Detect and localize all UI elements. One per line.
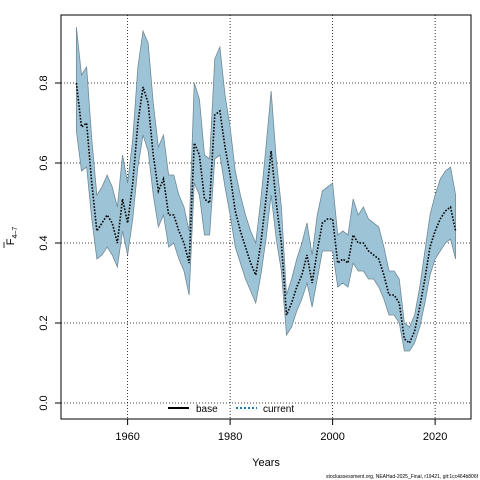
x-tick-label-3: 2020: [423, 431, 447, 443]
y-tick-label-1: 0.2: [38, 315, 50, 330]
y-axis-title-sub: 4–7: [12, 227, 19, 239]
y-axis-title: F4–7: [3, 227, 19, 248]
svg-text:F4–7: F4–7: [5, 227, 19, 246]
series-line-current: [75, 82, 457, 345]
y-tick-label-3: 0.6: [38, 155, 50, 170]
legend-label-current: current: [263, 404, 294, 415]
y-tick-label-0: 0.0: [38, 395, 50, 410]
confidence-band-area: [75, 26, 457, 352]
plot-frame: [60, 14, 472, 420]
y-axis-title-main: F: [5, 238, 17, 245]
x-tick-label-1: 1980: [218, 431, 242, 443]
legend-label-base: base: [196, 404, 218, 415]
x-tick-label-2: 2000: [320, 431, 344, 443]
y-tick-label-4: 0.8: [38, 75, 50, 90]
confidence-band: [75, 26, 457, 352]
series-lines: [75, 82, 457, 345]
y-tick-label-2: 0.4: [38, 235, 50, 250]
x-axis-title: Years: [252, 457, 280, 469]
x-axis: 1960 1980 2000 2020: [115, 419, 447, 443]
footnote: stockassessment.org, NEAHad-2025_Final, …: [326, 474, 479, 480]
legend: base current: [168, 404, 294, 415]
x-tick-label-0: 1960: [115, 431, 139, 443]
y-axis: 0.0 0.2 0.4 0.6 0.8: [38, 75, 61, 411]
